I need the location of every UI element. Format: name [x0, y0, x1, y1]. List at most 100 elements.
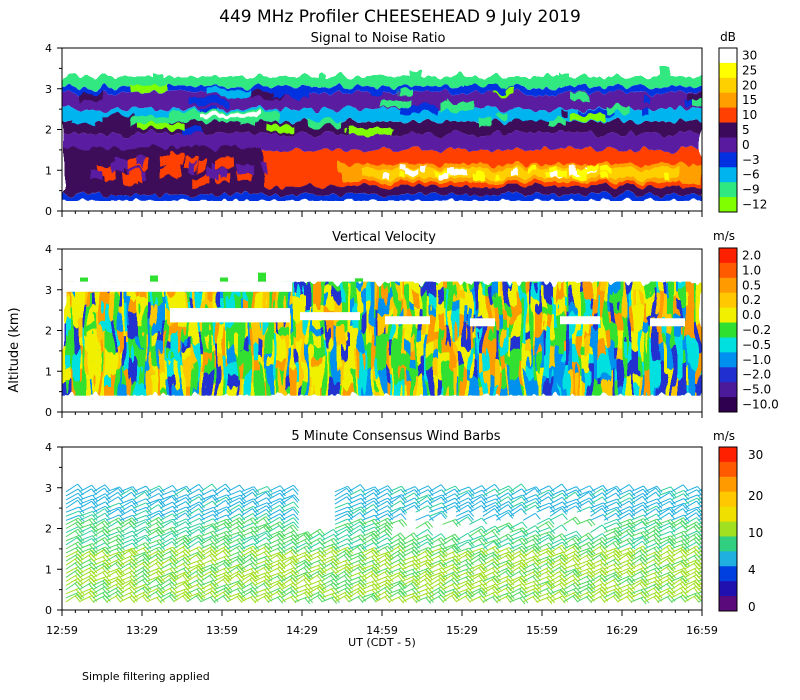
wind-barb-flag: [397, 534, 404, 542]
wind-barb: [106, 526, 120, 534]
velocity-cell: [102, 324, 107, 336]
wind-barb-flag: [129, 592, 136, 600]
wind-barb: [334, 485, 348, 493]
colorbar-swatch: [719, 197, 737, 213]
wind-barb-flag: [145, 485, 152, 493]
wind-barb-flag: [454, 558, 461, 566]
wind-barb: [522, 548, 536, 558]
velocity-cell: [522, 300, 527, 310]
wind-barb: [509, 569, 522, 578]
velocity-cell: [634, 373, 639, 383]
wind-barb: [254, 550, 268, 558]
colorbar-swatch: [719, 566, 737, 582]
wind-barb: [267, 532, 280, 542]
wind-barb: [307, 550, 321, 558]
velocity-cell: [210, 372, 215, 386]
colorbar-frame: [718, 47, 738, 213]
velocity-cell: [686, 361, 691, 370]
wind-barb: [79, 498, 93, 505]
wind-barb-flag: [250, 596, 257, 604]
wind-barb: [563, 563, 577, 570]
wind-barb: [267, 485, 281, 493]
wind-barb-flag: [276, 555, 283, 562]
wind-barb-flag: [265, 512, 272, 520]
velocity-cell: [398, 323, 403, 354]
wind-barb-flag: [358, 572, 364, 580]
wind-barb: [280, 537, 294, 546]
wind-barb: [334, 518, 349, 525]
snr-blob: [190, 160, 198, 171]
velocity-cell: [358, 377, 363, 396]
wind-barb: [509, 575, 523, 582]
wind-barb-flag: [427, 529, 434, 536]
velocity-cell: [574, 346, 579, 366]
wind-barb: [200, 525, 213, 534]
wind-barb: [267, 546, 281, 554]
wind-barb-flag: [279, 504, 286, 512]
wind-barb: [240, 581, 254, 591]
wind-barb-flag: [386, 524, 393, 532]
wind-barb: [294, 561, 307, 570]
wind-barb: [388, 562, 402, 570]
velocity-cell: [454, 281, 459, 299]
velocity-cell: [562, 314, 567, 343]
wind-barb: [576, 485, 590, 493]
velocity-cell: [210, 385, 215, 396]
wind-barb-flag: [414, 575, 421, 582]
wind-barb: [240, 522, 254, 529]
wind-barb-flag: [639, 550, 646, 558]
wind-barb: [496, 524, 509, 533]
snr-core-blob: [473, 175, 484, 182]
wind-barb-flag: [304, 585, 311, 592]
wind-barb-flag: [249, 591, 256, 599]
wind-barb: [415, 559, 429, 566]
wind-barb: [523, 567, 537, 574]
wind-barb-flag: [643, 502, 649, 509]
wind-barb-flag: [279, 500, 286, 508]
wind-barb: [348, 508, 361, 517]
velocity-cell: [318, 357, 323, 379]
wind-barb-flag: [116, 527, 122, 535]
velocity-cell: [254, 301, 259, 314]
velocity-cell: [466, 313, 471, 322]
wind-barb: [643, 491, 657, 501]
wind-barb: [146, 492, 160, 501]
wind-barb: [442, 536, 455, 546]
wind-barb-flag: [468, 486, 475, 494]
velocity-cell: [198, 356, 203, 368]
wind-barb: [482, 535, 497, 542]
wind-barb: [630, 531, 645, 538]
snr-blob: [157, 154, 170, 165]
velocity-cell: [390, 281, 395, 307]
wind-barb-flag: [277, 560, 284, 568]
wind-barb: [617, 484, 630, 493]
wind-barb: [415, 577, 428, 586]
wind-barb-flag: [575, 516, 581, 524]
wind-barb: [630, 553, 644, 562]
wind-barb-flag: [249, 558, 256, 566]
velocity-cell: [530, 308, 535, 327]
wind-barb: [697, 557, 702, 562]
wind-barb: [401, 549, 415, 558]
wind-barb-flag: [616, 501, 622, 509]
wind-barb: [321, 558, 335, 566]
velocity-cell: [462, 289, 467, 305]
wind-barb: [159, 518, 174, 525]
wind-barb-flag: [585, 534, 592, 541]
velocity-cell: [510, 322, 515, 337]
velocity-cell: [534, 345, 539, 354]
wind-barb: [482, 539, 497, 546]
wind-barb: [401, 555, 416, 562]
wind-barb-flag: [629, 512, 635, 520]
wind-barb: [361, 547, 375, 554]
velocity-cell: [698, 376, 702, 396]
velocity-cell: [66, 316, 71, 335]
wind-barb-flag: [467, 541, 474, 549]
wind-barb: [522, 497, 537, 505]
wind-barb-flag: [277, 548, 284, 555]
wind-barb: [280, 541, 294, 550]
velocity-cell: [426, 333, 431, 356]
wind-barb-flag: [89, 524, 96, 532]
wind-barb: [442, 550, 456, 558]
